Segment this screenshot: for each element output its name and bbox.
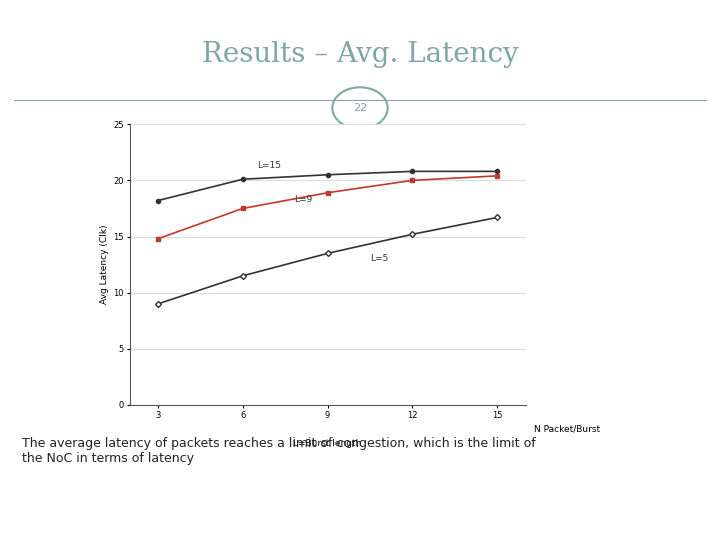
Text: L=Burst length: L=Burst length [294, 438, 361, 448]
Text: L=15: L=15 [257, 161, 281, 170]
Y-axis label: Avg Latency (Clk): Avg Latency (Clk) [100, 225, 109, 305]
Text: N Packet/Burst: N Packet/Burst [534, 424, 600, 434]
Text: 22: 22 [353, 103, 367, 113]
Text: L=9: L=9 [294, 195, 312, 204]
Text: The average latency of packets reaches a limit of congestion, which is the limit: The average latency of packets reaches a… [22, 437, 536, 465]
Text: Results – Avg. Latency: Results – Avg. Latency [202, 40, 518, 68]
Text: L=5: L=5 [370, 254, 388, 264]
